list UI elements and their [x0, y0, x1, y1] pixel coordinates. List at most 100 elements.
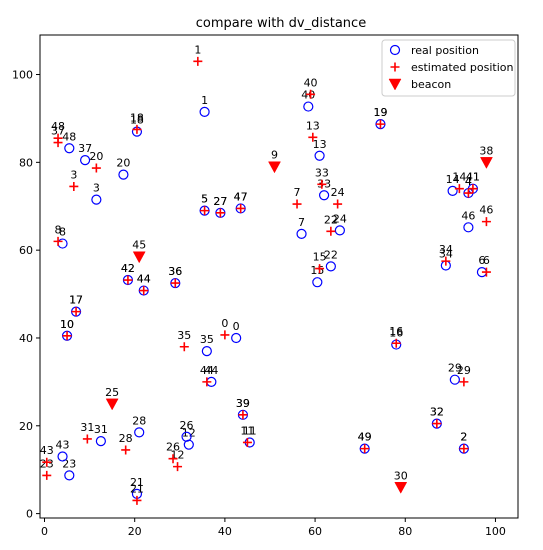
real-position-point: [64, 470, 75, 481]
point-label: 2: [460, 431, 467, 444]
estimated-position-point: [317, 179, 327, 189]
point-label: 48: [51, 120, 65, 133]
real-position-point: [79, 155, 91, 166]
y-tick-label: 20: [19, 420, 33, 433]
estimated-position-point: [71, 307, 81, 317]
point-label: 11: [243, 424, 257, 437]
beacon-point: [105, 398, 119, 411]
point-label: 44: [137, 273, 151, 286]
estimated-position-point: [242, 437, 252, 447]
point-label: 6: [478, 254, 485, 267]
point-label: 39: [236, 397, 250, 410]
estimated-position-point: [236, 203, 246, 213]
point-label: 49: [358, 431, 372, 444]
legend-marker-triangle-down: [388, 78, 402, 91]
point-label: 37: [78, 142, 92, 155]
estimated-position-point: [292, 199, 302, 209]
chart-title: compare with dv_distance: [196, 16, 366, 31]
estimated-position-point: [170, 278, 180, 288]
real-position-point: [231, 332, 242, 344]
point-label: 7: [298, 216, 305, 229]
point-label: 42: [121, 262, 135, 275]
point-label: 3: [70, 168, 77, 181]
estimated-position-point: [326, 226, 336, 236]
real-position-point: [463, 222, 474, 233]
estimated-position-point: [173, 462, 183, 472]
point-label: 16: [389, 327, 403, 340]
point-label: 8: [59, 226, 66, 239]
real-position-point: [57, 451, 68, 462]
point-label: 33: [315, 166, 329, 179]
point-label: 44: [204, 364, 218, 377]
point-label: 10: [60, 318, 74, 331]
point-label: 47: [234, 190, 248, 203]
point-label: 6: [483, 254, 490, 267]
estimated-position-point: [200, 206, 210, 216]
real-position-point: [449, 374, 460, 385]
point-label: 18: [130, 114, 144, 127]
point-label: 15: [310, 264, 324, 277]
point-label: 20: [116, 157, 130, 170]
point-label: 17: [69, 294, 83, 307]
legend-marker-plus: [390, 62, 400, 72]
estimated-position-point: [53, 236, 63, 246]
point-label: 21: [130, 476, 144, 489]
real-position-point: [91, 194, 102, 205]
real-position-point: [181, 431, 192, 442]
point-label: 38: [479, 144, 493, 157]
real-position-point: [325, 261, 336, 272]
point-label: 46: [479, 204, 493, 217]
point-label: 1: [194, 43, 201, 56]
point-label: 19: [373, 106, 387, 119]
real-position-point: [447, 185, 458, 196]
real-position-point: [334, 225, 345, 236]
real-position-point: [318, 190, 330, 201]
point-label: 45: [132, 239, 146, 252]
legend-label: estimated position: [411, 61, 513, 74]
estimated-position-point: [220, 330, 230, 340]
legend-label: real position: [411, 44, 479, 57]
point-label: 29: [448, 362, 462, 375]
point-label: 41: [466, 171, 480, 184]
point-label: 14: [452, 171, 466, 184]
estimated-position-point: [179, 342, 189, 352]
real-position-point: [95, 436, 106, 447]
x-tick-label: 20: [128, 525, 142, 538]
point-label: 22: [324, 248, 338, 261]
estimated-position-point: [53, 133, 63, 143]
point-label: 2: [460, 431, 467, 444]
estimated-position-point: [441, 256, 451, 266]
estimated-position-point: [468, 184, 478, 194]
y-tick-label: 40: [19, 332, 33, 345]
estimated-position-point: [121, 445, 131, 455]
real-position-point: [296, 228, 307, 240]
estimated-position-point: [168, 454, 178, 464]
estimated-position-point: [375, 119, 385, 129]
x-tick-label: 0: [41, 525, 48, 538]
point-label: 35: [200, 333, 214, 346]
point-label: 4: [465, 175, 472, 188]
point-label: 34: [439, 243, 453, 256]
estimated-position-point: [202, 377, 212, 387]
estimated-position-point: [215, 208, 225, 218]
estimated-position-point: [193, 56, 203, 66]
axes-frame: [39, 34, 519, 519]
estimated-position-point: [69, 181, 79, 191]
estimated-position-point: [82, 434, 92, 444]
estimated-position-point: [481, 267, 491, 277]
point-label: 48: [62, 130, 76, 143]
point-label: 11: [240, 424, 254, 437]
estimated-position-point: [306, 89, 316, 99]
point-label: 42: [121, 262, 135, 275]
point-label: 34: [439, 248, 453, 261]
point-label: 8: [55, 223, 62, 236]
y-tick-label: 0: [26, 508, 33, 521]
x-tick-label: 60: [308, 525, 322, 538]
point-label: 49: [358, 431, 372, 444]
estimated-position-point: [139, 286, 149, 296]
y-tick-label: 60: [19, 244, 33, 257]
estimated-position-point: [459, 444, 469, 454]
point-label: 47: [234, 190, 248, 203]
estimated-position-point: [132, 495, 142, 505]
